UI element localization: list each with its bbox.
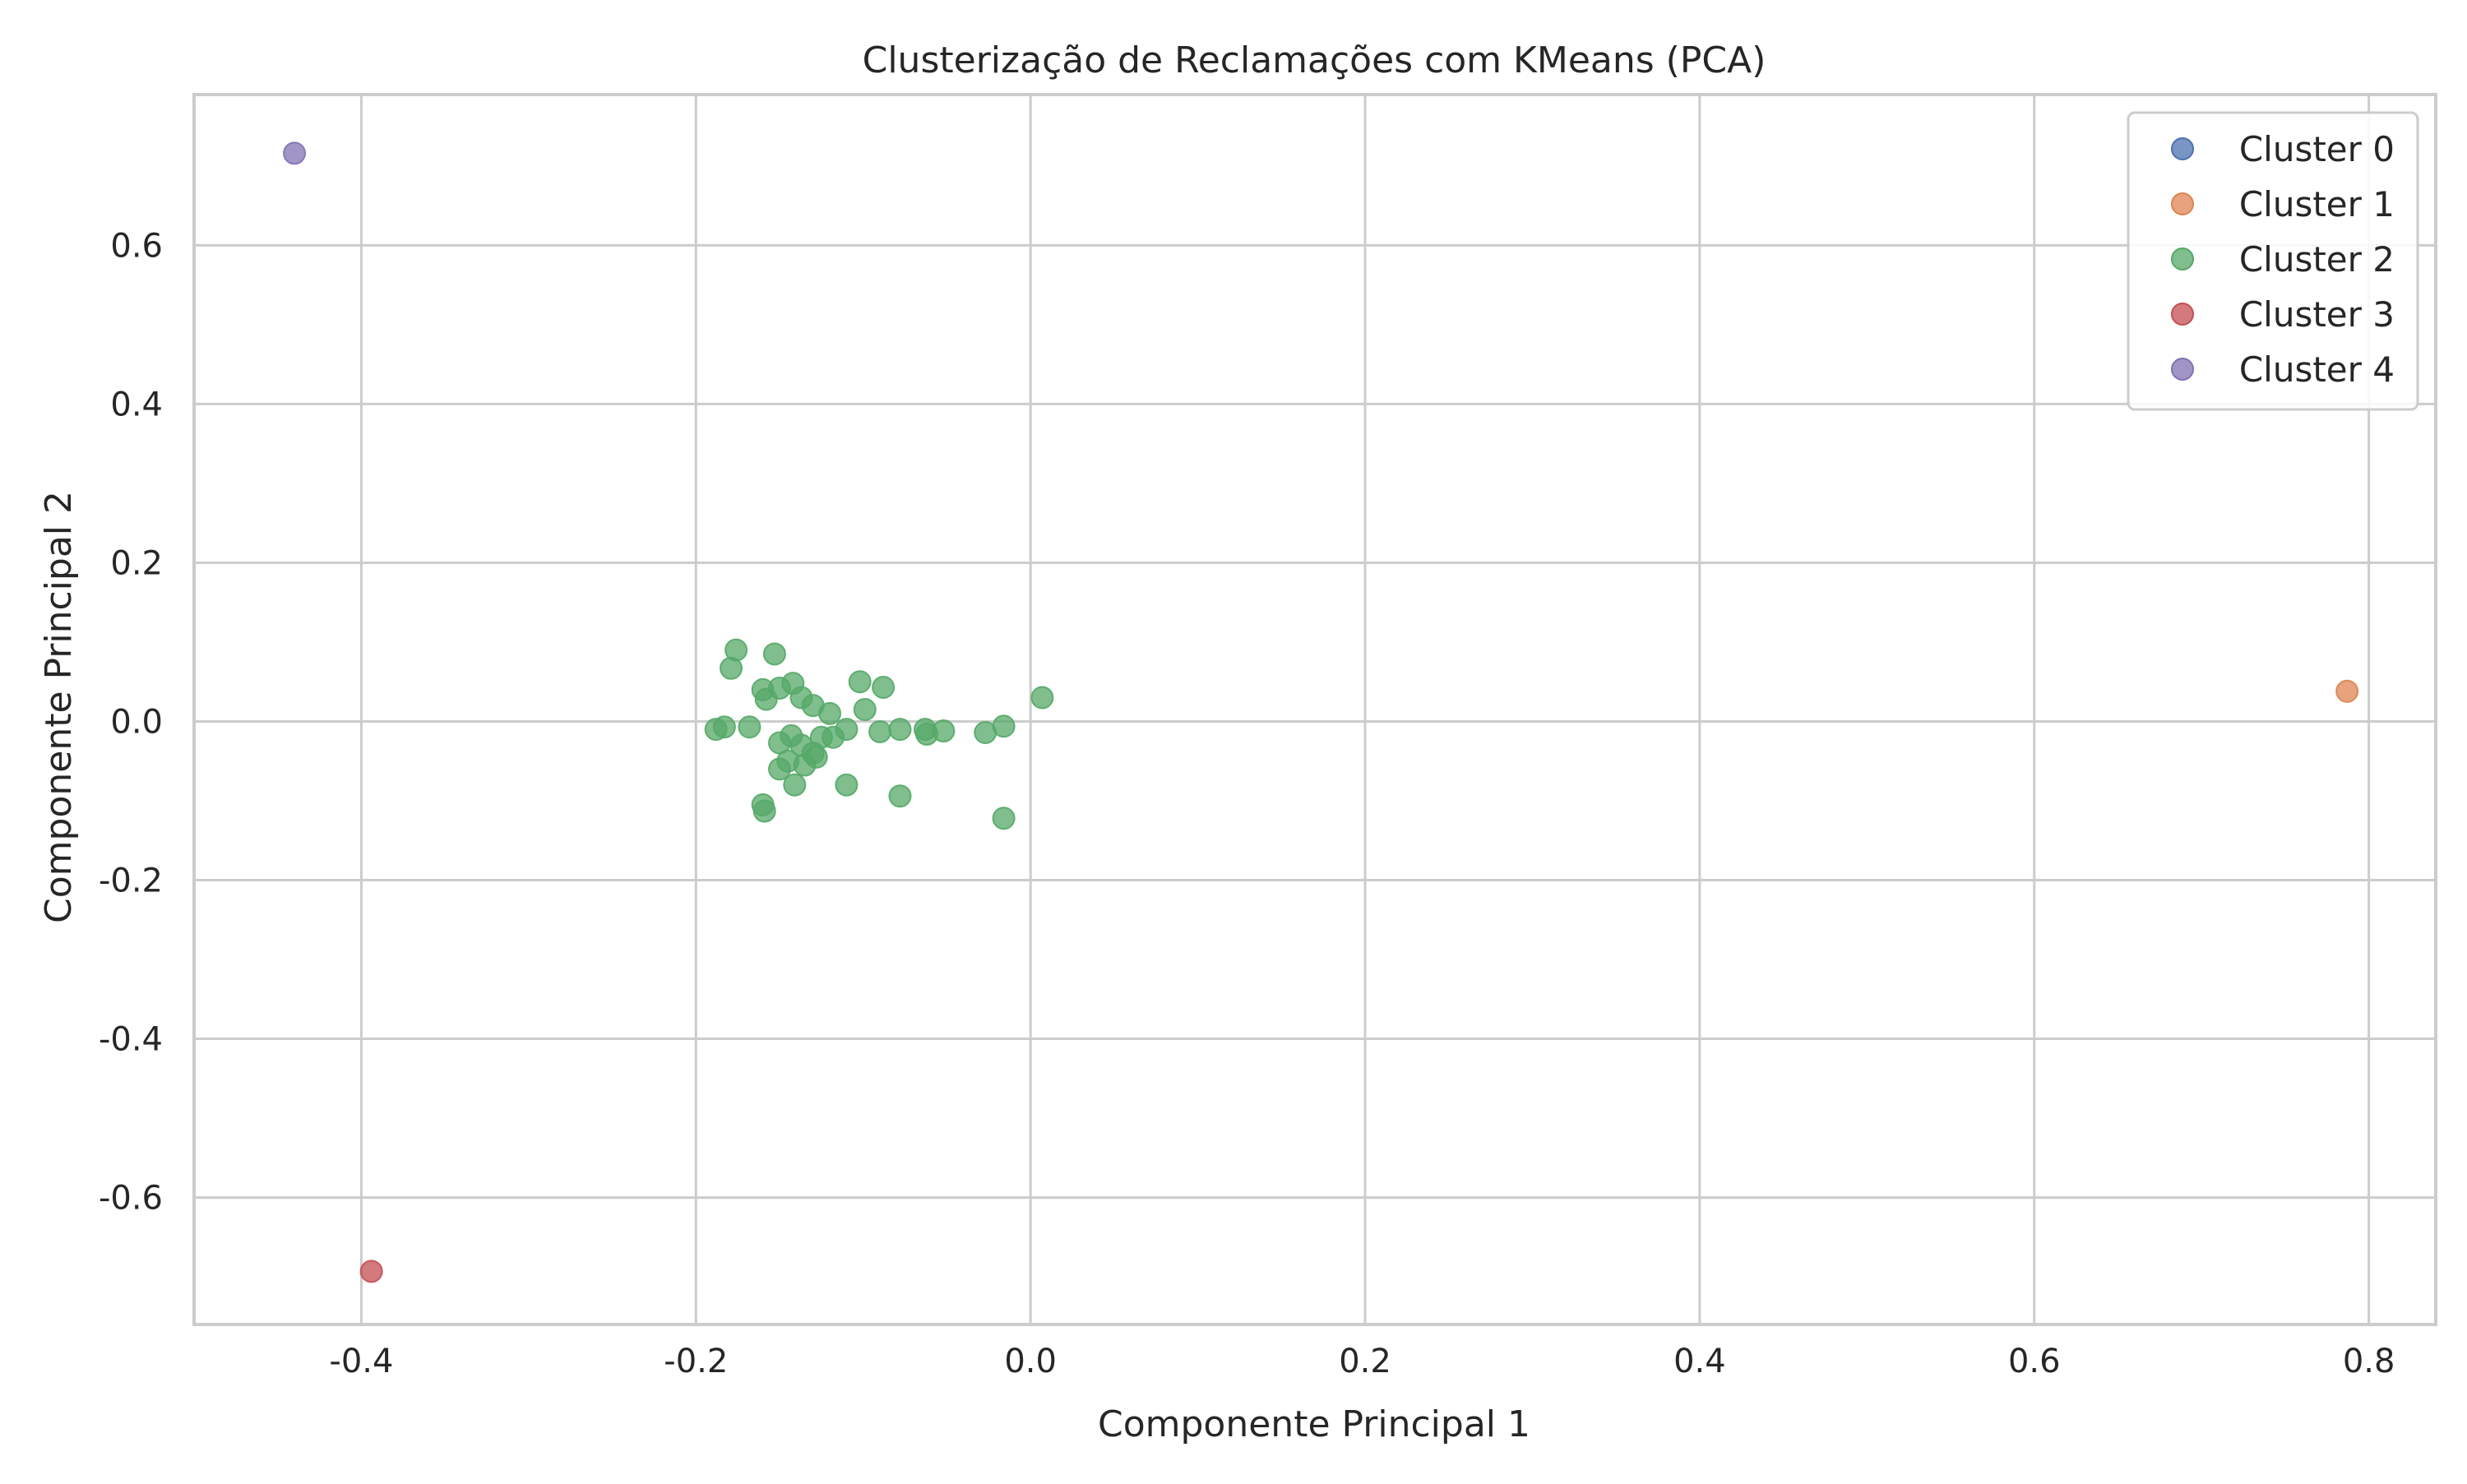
data-point <box>888 784 912 808</box>
y-tick-label: 0.2 <box>110 544 163 582</box>
data-point <box>888 718 912 742</box>
legend-label: Cluster 0 <box>2239 129 2395 169</box>
series-cluster-1 <box>2335 679 2359 703</box>
data-point <box>868 720 892 744</box>
legend-label: Cluster 4 <box>2239 349 2395 390</box>
x-tick-label: 0.4 <box>1673 1343 1726 1380</box>
chart-title: Clusterização de Reclamações com KMeans … <box>863 39 1766 81</box>
data-point <box>1030 686 1054 710</box>
legend-marker <box>2171 247 2194 270</box>
y-tick-label: 0.6 <box>110 227 163 265</box>
data-point <box>835 718 859 742</box>
data-point <box>853 698 877 721</box>
y-tick-label: 0.4 <box>110 386 163 423</box>
legend-box <box>2127 111 2419 411</box>
data-point <box>835 773 859 797</box>
x-axis-label: Componente Principal 1 <box>1098 1403 1530 1445</box>
data-point <box>872 675 896 699</box>
legend-marker <box>2171 137 2194 160</box>
data-point <box>283 141 307 165</box>
series-cluster-4 <box>283 141 307 165</box>
legend-marker <box>2171 358 2194 381</box>
data-point <box>2335 679 2359 703</box>
legend: Cluster 0 Cluster 1 Cluster 2 Cluster 3 Clus… <box>2127 111 2419 411</box>
data-point <box>804 745 828 769</box>
x-tick-label: -0.4 <box>329 1343 393 1380</box>
y-tick-label: 0.0 <box>110 703 163 741</box>
data-point <box>992 807 1016 830</box>
y-axis-label: Componente Principal 2 <box>38 491 80 923</box>
data-point <box>738 715 761 739</box>
y-tick-label: -0.2 <box>99 862 163 900</box>
data-point <box>720 656 743 680</box>
x-tick-label: 0.6 <box>2008 1343 2061 1380</box>
data-point <box>818 701 842 725</box>
y-tick-label: -0.6 <box>99 1180 163 1218</box>
data-point <box>848 670 872 694</box>
data-point <box>932 719 956 743</box>
data-point <box>712 715 736 739</box>
y-tick-label: -0.4 <box>99 1021 163 1059</box>
data-point <box>359 1260 383 1283</box>
legend-label: Cluster 2 <box>2239 239 2395 280</box>
data-point <box>992 714 1016 738</box>
plot-frame <box>192 93 2437 1326</box>
series-cluster-2 <box>704 638 1054 830</box>
data-point <box>783 773 807 797</box>
legend-label: Cluster 3 <box>2239 294 2395 335</box>
series-cluster-3 <box>359 1260 383 1283</box>
data-point <box>762 642 786 666</box>
plot-area: -0.4 -0.2 0.0 0.2 0.4 0.6 0.8 -0.6 -0.4 -0.2 0.0 0.… <box>99 93 2437 1380</box>
x-tick-label: 0.8 <box>2343 1343 2395 1380</box>
legend-marker <box>2171 303 2194 326</box>
legend-label: Cluster 1 <box>2239 184 2395 224</box>
x-tick-label: 0.0 <box>1004 1343 1057 1380</box>
x-tick-label: -0.2 <box>664 1343 728 1380</box>
legend-marker <box>2171 192 2194 215</box>
x-tick-label: 0.2 <box>1339 1343 1391 1380</box>
data-point <box>752 799 776 823</box>
